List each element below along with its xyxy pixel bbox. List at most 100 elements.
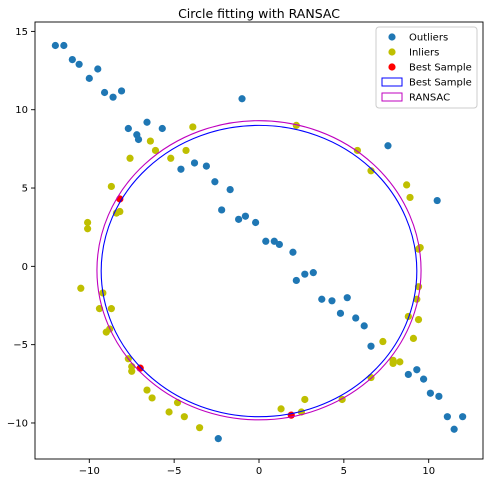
- data-point-outliers: [238, 95, 246, 103]
- data-point-outliers: [309, 269, 317, 277]
- data-point-outliers: [68, 55, 76, 64]
- data-point-outliers: [134, 135, 143, 144]
- legend-entry-label: RANSAC: [409, 93, 450, 104]
- data-point-outliers: [214, 435, 222, 443]
- data-point-inliers: [414, 315, 423, 324]
- data-point-outliers: [218, 206, 226, 214]
- data-point-outliers: [158, 124, 166, 133]
- data-point-inliers: [403, 181, 411, 189]
- data-point-outliers: [343, 294, 351, 302]
- data-point-inliers: [367, 167, 375, 175]
- data-point-outliers: [262, 237, 270, 245]
- data-point-outliers: [459, 413, 467, 421]
- plot-layer: −10 −5 0 5 10 −10 −5 0 5 10 15: [7, 21, 484, 477]
- data-point-outliers: [117, 87, 126, 95]
- data-point-outliers: [60, 41, 68, 50]
- x-tick-label: −5: [167, 466, 182, 477]
- data-point-inliers: [182, 146, 190, 155]
- data-point-inliers: [167, 154, 175, 162]
- data-point-outliers: [450, 425, 458, 433]
- data-point-outliers: [143, 118, 151, 126]
- data-point-inliers: [379, 337, 387, 346]
- data-point-inliers: [189, 123, 197, 131]
- data-point-inliers: [77, 284, 85, 292]
- x-tick-label: 10: [422, 466, 435, 477]
- data-point-outliers: [404, 370, 412, 379]
- data-point-outliers: [443, 413, 451, 421]
- data-point-inliers: [148, 394, 156, 402]
- fitted-circle-ransac: [96, 120, 422, 421]
- chart-title: Circle fitting with RANSAC: [178, 6, 340, 21]
- legend-entry-label: Inliers: [409, 48, 439, 59]
- data-point-inliers: [292, 121, 300, 129]
- data-point-inliers: [116, 207, 124, 216]
- data-point-inliers: [107, 182, 115, 191]
- legend-entry-label: Outliers: [409, 33, 448, 44]
- data-point-outliers: [360, 322, 368, 330]
- data-point-inliers: [389, 359, 397, 368]
- data-point-inliers: [165, 408, 173, 416]
- legend-marker: [381, 92, 403, 102]
- x-tick-label: 0: [256, 466, 262, 477]
- data-point-outliers: [211, 178, 219, 186]
- data-point-inliers: [396, 358, 404, 366]
- legend: Outliers Inliers Best Sample Best Sample RAN…: [375, 26, 478, 109]
- data-point-outliers: [336, 309, 345, 317]
- data-point-outliers: [85, 74, 93, 82]
- data-point-outliers: [420, 375, 428, 383]
- data-point-outliers: [235, 215, 243, 223]
- data-point-inliers: [409, 334, 418, 342]
- data-point-inliers: [143, 386, 151, 394]
- data-point-inliers: [301, 395, 309, 404]
- data-point-outliers: [100, 88, 109, 97]
- data-point-outliers: [318, 295, 326, 303]
- y-tick-label: −5: [13, 340, 28, 351]
- data-point-inliers: [151, 146, 160, 155]
- data-point-outliers: [301, 270, 309, 278]
- data-point-outliers: [252, 218, 260, 227]
- y-tick-label: 10: [15, 105, 28, 116]
- data-point-inliers: [146, 137, 154, 145]
- data-point-outliers: [51, 41, 59, 50]
- data-point-outliers: [124, 124, 132, 133]
- data-point-outliers: [289, 248, 297, 256]
- data-point-inliers: [180, 413, 188, 421]
- fitted-circle-best-sample: [100, 124, 418, 418]
- data-point-outliers: [241, 212, 250, 220]
- x-tick-label: 5: [341, 466, 347, 477]
- data-point-outliers: [177, 165, 185, 173]
- legend-marker: [381, 77, 403, 87]
- data-point-outliers: [367, 342, 375, 350]
- data-point-outliers: [190, 159, 199, 167]
- data-point-outliers: [75, 60, 83, 68]
- data-point-inliers: [277, 405, 285, 413]
- legend-entry-label: Best Sample: [409, 63, 472, 74]
- data-point-outliers: [94, 65, 102, 73]
- data-point-inliers: [107, 305, 115, 313]
- data-point-outliers: [433, 196, 441, 205]
- data-point-outliers: [292, 276, 300, 285]
- y-tick-label: 0: [22, 262, 28, 273]
- data-point-outliers: [435, 392, 443, 400]
- data-point-inliers: [406, 193, 414, 202]
- legend-box: [375, 26, 478, 109]
- data-point-best-sample: [136, 364, 144, 372]
- legend-marker: [388, 48, 396, 56]
- x-tick-label: −10: [79, 466, 100, 477]
- legend-entry-label: Best Sample: [409, 78, 472, 89]
- plot-content: [51, 41, 467, 443]
- data-point-outliers: [202, 162, 210, 170]
- data-point-inliers: [196, 424, 204, 432]
- data-point-inliers: [126, 154, 134, 162]
- data-point-outliers: [226, 185, 234, 194]
- data-point-outliers: [413, 366, 421, 374]
- data-point-inliers: [414, 245, 423, 253]
- y-tick-label: −10: [7, 418, 28, 429]
- data-point-outliers: [275, 240, 283, 249]
- data-point-outliers: [109, 93, 117, 101]
- legend-marker: [388, 33, 396, 41]
- data-point-outliers: [426, 389, 434, 397]
- legend-marker: [388, 63, 396, 71]
- data-point-outliers: [384, 142, 392, 150]
